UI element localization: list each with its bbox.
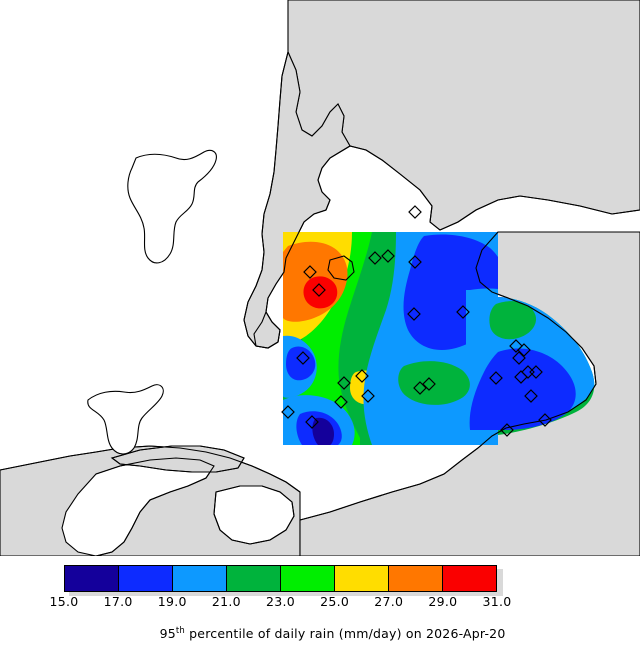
station-diamond <box>305 415 319 429</box>
caption-ordinal-suffix: th <box>175 626 185 636</box>
colorbar-segment-7[interactable] <box>443 566 496 591</box>
colorbar-segment-1[interactable] <box>119 566 173 591</box>
contour-lobe-17-19 <box>469 348 576 430</box>
island-south <box>87 384 164 455</box>
colorbar-segment-6[interactable] <box>389 566 443 591</box>
island-group <box>87 149 217 455</box>
station-diamond <box>312 283 326 297</box>
map-svg[interactable] <box>0 0 640 556</box>
station-diamond <box>407 307 421 321</box>
contour-band-15-17-sw <box>312 417 334 445</box>
station-diamond <box>517 343 531 357</box>
station-diamond <box>413 381 427 395</box>
contour-band-29-31 <box>303 276 338 309</box>
colorbar-tick-5: 25.0 <box>320 594 350 609</box>
colorbar-segment-0[interactable] <box>65 566 119 591</box>
colorbar-segment-5[interactable] <box>335 566 389 591</box>
colorbar-tick-4: 23.0 <box>265 594 296 609</box>
colorbar-tick-0: 15.0 <box>49 594 79 609</box>
coastline-overlay <box>0 51 640 556</box>
station-diamond <box>489 371 503 385</box>
station-diamond <box>355 369 369 383</box>
station-diamond <box>303 265 317 279</box>
colorbar-tick-7: 29.0 <box>428 594 458 609</box>
station-diamond <box>524 389 538 403</box>
station-diamond <box>529 365 543 379</box>
colorbar-tick-8: 31.0 <box>482 594 512 609</box>
colorbar-tick-2: 19.0 <box>157 594 187 609</box>
colorbar-segment-3[interactable] <box>227 566 281 591</box>
weather-map-page: VictoriaWeather.ca —— Fall Total Daily R… <box>0 0 640 641</box>
station-diamond <box>512 351 526 365</box>
colorbar-segment-4[interactable] <box>281 566 335 591</box>
station-diamond <box>296 351 310 365</box>
colorbar-caption: 95th percentile of daily rain (mm/day) o… <box>0 611 640 656</box>
station-diamond <box>408 255 422 269</box>
station-diamond <box>456 305 470 319</box>
station-diamond <box>509 339 523 353</box>
station-diamond <box>368 251 382 265</box>
station-diamond <box>408 205 422 219</box>
island-north <box>127 149 217 264</box>
caption-prefix: 95 <box>159 626 176 642</box>
station-marker-group[interactable] <box>281 205 552 437</box>
contour-band-17-19-west <box>286 346 316 381</box>
colorbar-legend: 15.0 17.0 19.0 21.0 23.0 25.0 27.0 29.0 31.0 95t… <box>0 556 640 641</box>
station-diamond <box>381 249 395 263</box>
station-diamond <box>500 423 514 437</box>
colorbar-tick-labels: 15.0 17.0 19.0 21.0 23.0 25.0 27.0 29.0 31.0 <box>0 594 640 610</box>
colorbar-tick-1: 17.0 <box>103 594 133 609</box>
station-diamond <box>538 413 552 427</box>
station-diamond <box>361 389 375 403</box>
station-diamond <box>281 405 295 419</box>
station-diamond <box>337 376 351 390</box>
contour-lobe-21-23 <box>489 301 537 340</box>
colorbar-segment-2[interactable] <box>173 566 227 591</box>
station-diamond <box>422 377 436 391</box>
colorbar-tick-3: 21.0 <box>211 594 241 609</box>
caption-rest: percentile of daily rain (mm/day) on 202… <box>185 626 506 642</box>
colorbar-tick-6: 27.0 <box>374 594 404 609</box>
colorbar[interactable] <box>64 565 497 592</box>
map-area[interactable] <box>0 0 640 556</box>
station-diamond <box>334 395 348 409</box>
